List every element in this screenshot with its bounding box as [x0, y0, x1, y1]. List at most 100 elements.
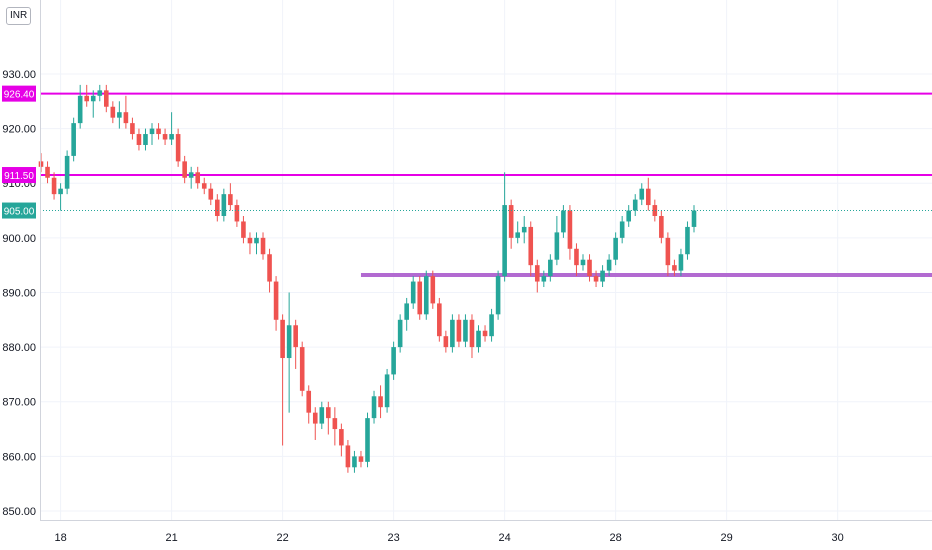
candle-body: [593, 276, 599, 282]
candle-body: [645, 188, 651, 206]
candle-body: [332, 418, 338, 430]
candle-body: [215, 199, 220, 216]
candle-body: [241, 221, 246, 238]
candle-body: [169, 134, 174, 140]
candle-body: [58, 188, 63, 195]
candle-body: [463, 319, 468, 342]
x-tick-label: 22: [276, 532, 288, 544]
candle-body: [319, 407, 325, 424]
last-price-label: 905.00: [4, 207, 35, 218]
candle-body: [162, 134, 168, 140]
candle-body: [410, 281, 416, 304]
candle-body: [110, 106, 116, 118]
candle-body: [64, 155, 70, 189]
candle-body: [221, 194, 227, 216]
candle-body: [352, 456, 357, 468]
candle-body: [391, 347, 396, 375]
candle-body: [639, 188, 645, 200]
candle-body: [489, 314, 494, 337]
candle-body: [97, 90, 103, 96]
candle-body: [280, 319, 285, 359]
candle-body: [606, 259, 612, 271]
candle-body: [175, 134, 181, 162]
last-price-tag: [2, 202, 36, 219]
candle-body: [260, 237, 266, 255]
y-tick-label: 920.00: [2, 124, 36, 136]
candle-body: [495, 276, 501, 315]
candle-body: [326, 407, 331, 419]
x-tick-label: 28: [610, 532, 622, 544]
candle-body: [365, 418, 370, 462]
candle-body: [90, 95, 96, 102]
candle-body: [515, 232, 520, 238]
y-tick-label: 880.00: [2, 342, 36, 354]
resistance-price-label: 911.50: [4, 171, 34, 182]
x-tick-label: 18: [54, 532, 66, 544]
candle-body: [521, 226, 527, 233]
candle-body: [358, 456, 364, 462]
candle-body: [456, 319, 462, 342]
candle-body: [371, 396, 377, 419]
resistance-price-tag: [2, 167, 36, 184]
x-tick-label: 24: [499, 532, 511, 544]
candle-body: [306, 390, 312, 413]
candle-body: [678, 254, 684, 271]
candle-body: [423, 276, 429, 315]
candle-body: [476, 330, 481, 348]
candle-body: [117, 112, 122, 118]
candle-body: [293, 325, 298, 348]
candle-body: [587, 259, 592, 277]
candle-body: [254, 237, 259, 244]
candle-body: [123, 112, 129, 124]
candle-body: [613, 237, 618, 260]
resistance-price-tag: [2, 85, 36, 102]
candle-body: [182, 161, 187, 178]
candle-body: [339, 429, 344, 446]
currency-badge[interactable]: INR: [6, 7, 32, 25]
y-tick-label: 890.00: [2, 287, 36, 299]
candle-body: [508, 205, 514, 238]
candle-body: [397, 319, 403, 348]
candle-body: [136, 134, 142, 145]
candle-body: [104, 90, 109, 107]
candle-body: [84, 95, 90, 102]
x-tick-label: 30: [832, 532, 844, 544]
candle-body: [502, 205, 507, 277]
x-tick-label: 29: [721, 532, 733, 544]
candle-body: [45, 166, 50, 178]
candle-body: [567, 210, 573, 249]
candle-body: [208, 188, 214, 200]
candle-body: [143, 134, 148, 145]
candle-body: [77, 95, 83, 124]
candle-body: [130, 123, 135, 135]
candle-body: [685, 226, 690, 255]
candle-body: [384, 374, 390, 408]
candle-body: [561, 210, 566, 233]
candle-body: [691, 210, 697, 227]
candle-body: [659, 215, 664, 238]
candle-body: [404, 303, 409, 320]
candle-body: [195, 172, 201, 184]
candle-body: [201, 183, 207, 189]
candle-body: [672, 265, 677, 271]
candle-body: [188, 172, 194, 178]
y-tick-label: 930.00: [2, 69, 36, 81]
candle-body: [574, 248, 579, 266]
candle-body: [156, 128, 161, 135]
candle-body: [312, 412, 318, 424]
candle-body: [267, 254, 272, 282]
grid-lines: [40, 0, 932, 520]
candle-body: [228, 194, 233, 206]
candlestick-series: [38, 84, 697, 473]
candle-body: [443, 336, 449, 348]
candle-body: [619, 221, 625, 238]
candle-body: [541, 276, 547, 282]
candle-body: [149, 128, 155, 135]
y-tick-label: 900.00: [2, 233, 36, 245]
y-tick-label: 850.00: [2, 506, 36, 518]
resistance-lines: [40, 92, 932, 177]
candle-body: [378, 396, 383, 408]
candle-body: [548, 259, 553, 277]
